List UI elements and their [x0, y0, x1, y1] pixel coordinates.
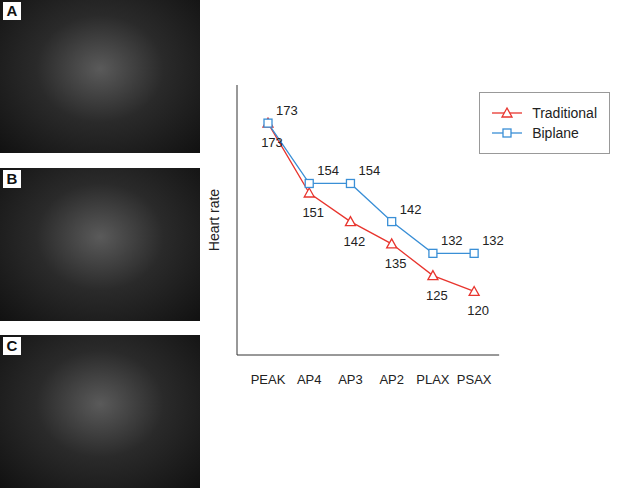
html-text:C: C: [6, 337, 18, 354]
svg-text:Heart rate: Heart rate: [206, 189, 222, 251]
svg-text:173: 173: [261, 135, 283, 150]
svg-text:120: 120: [467, 303, 489, 318]
svg-text:PEAK: PEAK: [251, 372, 286, 387]
svg-text:AP3: AP3: [338, 372, 363, 387]
svg-text:PLAX: PLAX: [416, 372, 450, 387]
svg-text:AP4: AP4: [297, 372, 322, 387]
svg-text:125: 125: [426, 288, 448, 303]
svg-text:132: 132: [441, 233, 463, 248]
svg-text:154: 154: [358, 163, 380, 178]
svg-text:151: 151: [302, 205, 324, 220]
svg-text:154: 154: [317, 163, 339, 178]
svg-text:142: 142: [400, 202, 422, 217]
svg-text:PSAX: PSAX: [457, 372, 492, 387]
svg-text:173: 173: [276, 103, 298, 118]
svg-text:AP2: AP2: [379, 372, 404, 387]
svg-text:132: 132: [482, 233, 504, 248]
html-text:B: B: [6, 170, 18, 187]
html-text:A: A: [6, 2, 18, 19]
html-text:Biplane: Biplane: [532, 125, 579, 141]
svg-text:135: 135: [385, 256, 407, 271]
svg-text:142: 142: [344, 234, 366, 249]
html-text:Traditional: Traditional: [532, 105, 597, 121]
